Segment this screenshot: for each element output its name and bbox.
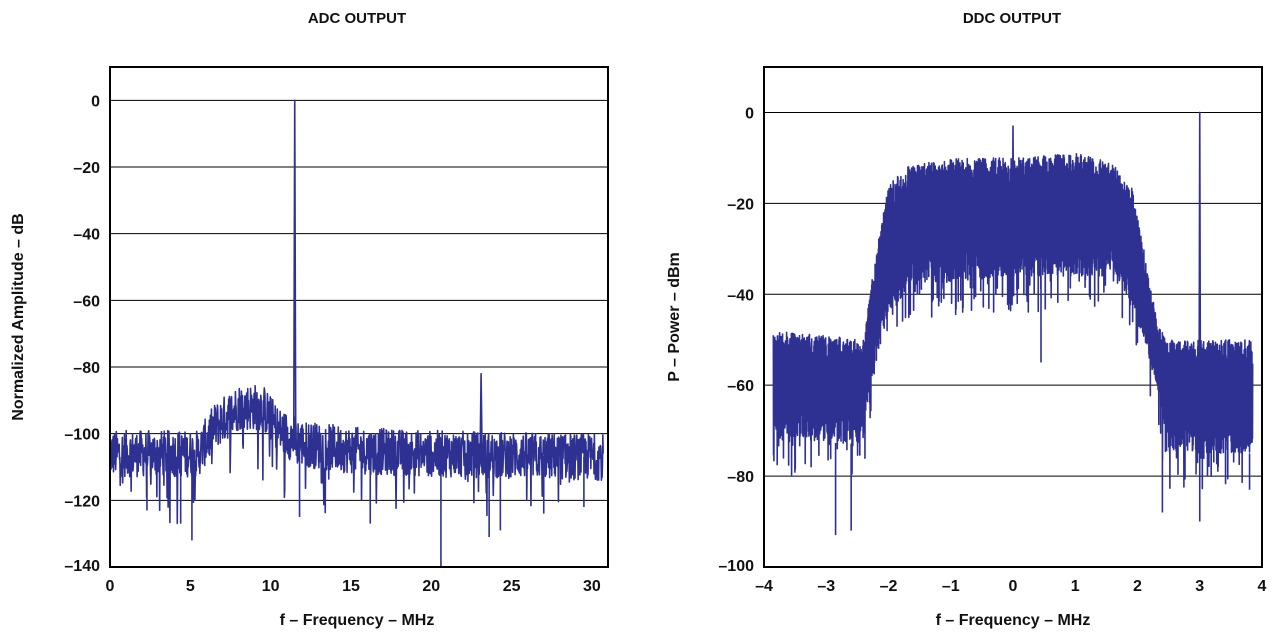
adc-y-tick-label: –60	[73, 293, 100, 310]
adc-x-axis-label: f – Frequency – MHz	[280, 612, 435, 629]
adc-y-tick-labels: 0 –20 –40 –60 –80 –100 –120 –140	[64, 93, 100, 575]
ddc-x-tick-label: 2	[1133, 578, 1142, 595]
adc-chart: ADC OUTPUT 0 –20 –40 –60 –80 –100 –120 –140 0 5 1…	[10, 10, 609, 629]
adc-x-tick-label: 25	[503, 578, 521, 595]
adc-y-tick-label: –80	[73, 360, 100, 377]
ddc-y-tick-label: –80	[727, 469, 754, 486]
adc-x-tick-label: 10	[262, 578, 280, 595]
ddc-y-axis-label: P – Power – dBm	[666, 252, 683, 382]
adc-y-tick-label: –40	[73, 227, 100, 244]
adc-x-tick-labels: 0 5 10 15 20 25 30	[106, 578, 601, 595]
adc-y-tick-label: –100	[64, 427, 100, 444]
ddc-x-tick-label: 0	[1009, 578, 1018, 595]
ddc-x-tick-label: 1	[1071, 578, 1080, 595]
ddc-y-tick-labels: 0 –20 –40 –60 –80 –100	[718, 105, 754, 575]
adc-x-tick-label: 20	[422, 578, 440, 595]
ddc-x-tick-label: –4	[755, 578, 773, 595]
adc-spectrum-trace	[109, 99, 604, 567]
adc-plot-frame	[109, 66, 609, 568]
ddc-x-tick-label: 3	[1195, 578, 1204, 595]
ddc-spectrum-trace	[772, 111, 1254, 536]
adc-y-axis-label: Normalized Amplitude – dB	[10, 213, 27, 420]
adc-x-tick-label: 0	[106, 578, 115, 595]
ddc-x-tick-label: –3	[817, 578, 835, 595]
ddc-x-tick-label: –1	[942, 578, 960, 595]
adc-x-tick-label: 15	[342, 578, 360, 595]
ddc-y-tick-label: –100	[718, 558, 754, 575]
ddc-x-tick-label: 4	[1258, 578, 1267, 595]
ddc-x-tick-label: –2	[880, 578, 898, 595]
adc-y-tick-label: –20	[73, 160, 100, 177]
ddc-chart-title: DDC OUTPUT	[963, 10, 1061, 27]
adc-chart-title: ADC OUTPUT	[308, 10, 406, 27]
adc-x-tick-label: 30	[583, 578, 601, 595]
adc-y-tick-label: –140	[64, 558, 100, 575]
ddc-x-axis-label: f – Frequency – MHz	[936, 612, 1091, 629]
ddc-y-tick-label: –60	[727, 378, 754, 395]
ddc-chart: DDC OUTPUT 0 –20 –40 –60 –80 –100 –4 –3 –2 –1 0 1 2…	[666, 10, 1267, 629]
ddc-x-tick-labels: –4 –3 –2 –1 0 1 2 3 4	[755, 578, 1266, 595]
adc-y-tick-label: –120	[64, 493, 100, 510]
ddc-plot-frame	[763, 66, 1263, 568]
adc-x-tick-label: 5	[186, 578, 195, 595]
ddc-y-tick-label: 0	[745, 105, 754, 122]
ddc-y-tick-label: –40	[727, 287, 754, 304]
adc-y-tick-label: 0	[91, 93, 100, 110]
ddc-y-tick-label: –20	[727, 196, 754, 213]
